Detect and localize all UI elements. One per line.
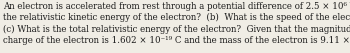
Text: An electron is accelerated from rest through a potential difference of 2.5 × 10⁶: An electron is accelerated from rest thr…	[3, 2, 350, 45]
